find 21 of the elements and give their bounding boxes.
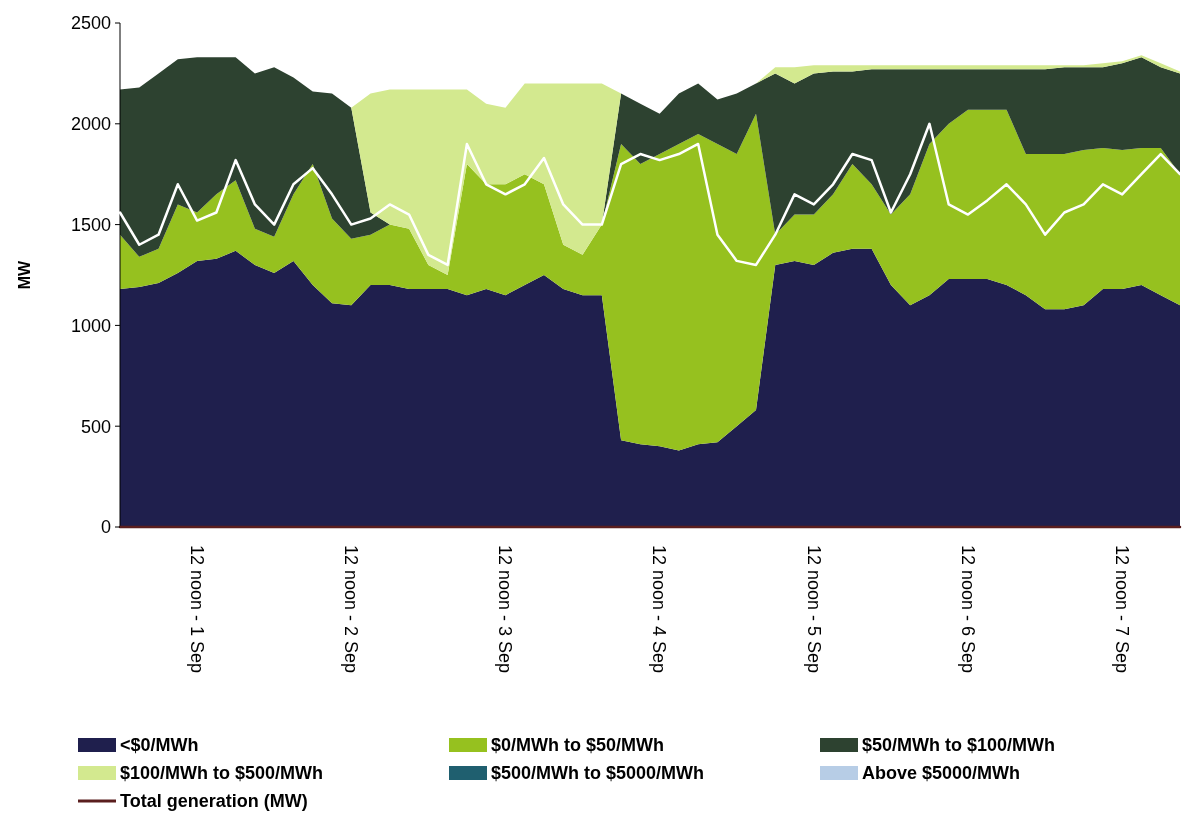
y-tick-label: 1000 xyxy=(70,315,111,336)
y-tick-label: 2000 xyxy=(70,114,111,135)
x-tick-label: 12 noon - 2 Sep xyxy=(340,545,361,674)
y-tick-label: 2500 xyxy=(70,13,111,34)
x-tick-label: 12 noon - 3 Sep xyxy=(495,545,516,674)
x-tick-label: 12 noon - 7 Sep xyxy=(1111,545,1132,674)
legend-label: $500/MWh to $5000/MWh xyxy=(491,763,705,784)
y-axis-title: MW xyxy=(16,259,33,290)
x-tick-label: 12 noon - 6 Sep xyxy=(957,545,978,674)
x-tick-label: 12 noon - 4 Sep xyxy=(649,545,670,674)
y-tick-label: 1500 xyxy=(70,214,111,235)
legend-label: $100/MWh to $500/MWh xyxy=(120,763,324,784)
legend-label: <$0/MWh xyxy=(120,735,199,756)
legend-label: Total generation (MW) xyxy=(120,791,308,812)
legend-label: $50/MWh to $100/MWh xyxy=(862,735,1056,756)
y-tick-label: 500 xyxy=(80,416,111,437)
legend-label: $0/MWh to $50/MWh xyxy=(491,735,665,756)
x-tick-label: 12 noon - 1 Sep xyxy=(186,545,207,674)
y-tick-label: 0 xyxy=(100,517,111,538)
legend-label: Above $5000/MWh xyxy=(862,763,1021,784)
x-tick-label: 12 noon - 5 Sep xyxy=(803,545,824,674)
